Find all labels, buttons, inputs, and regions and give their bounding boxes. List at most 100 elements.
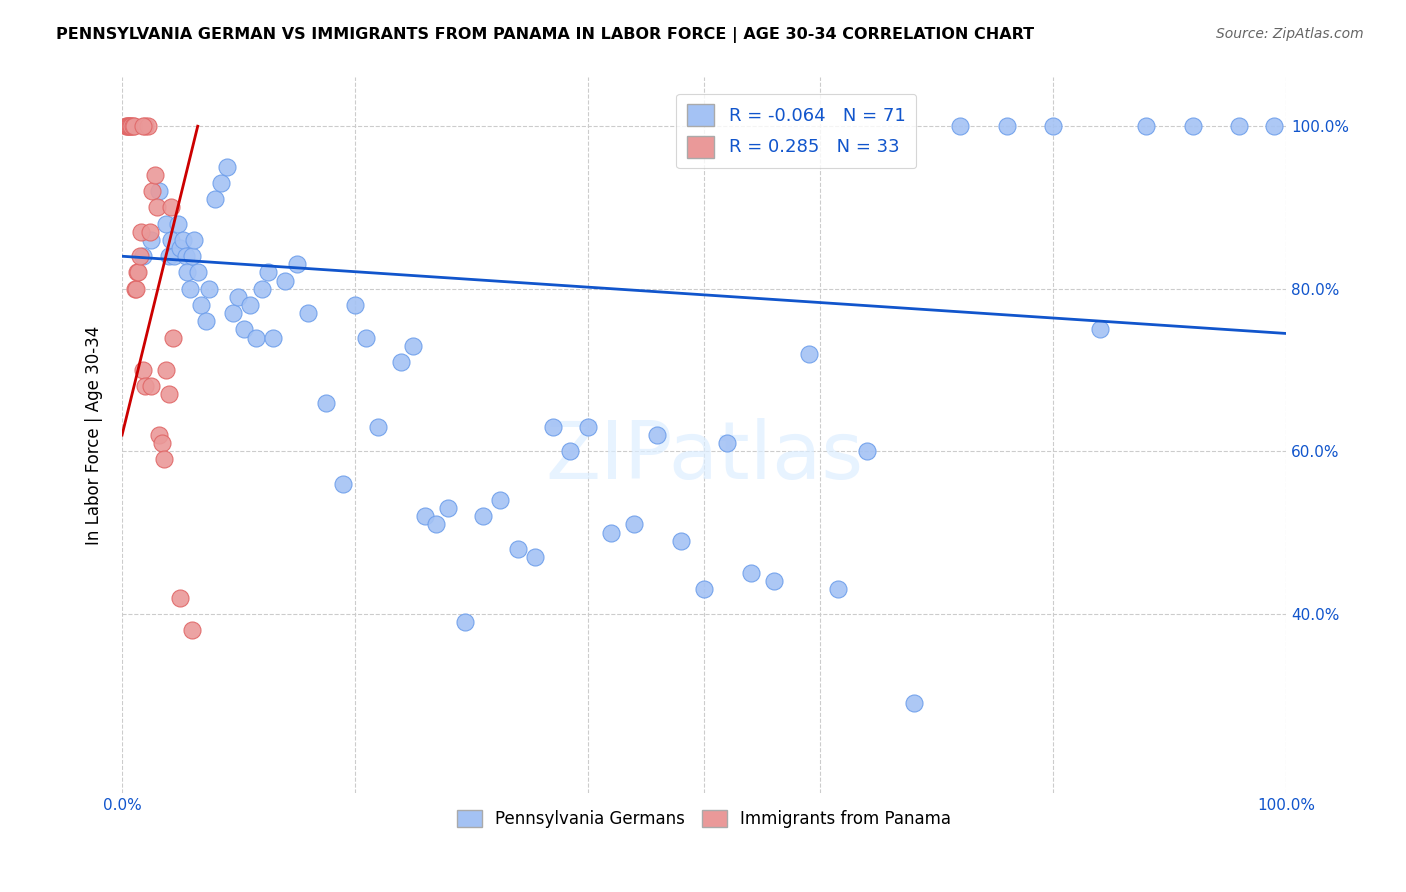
Point [117,119,139,133]
Point [127,265,149,279]
Point [343,298,366,312]
Point [1088,322,1111,336]
Point [489,493,512,508]
Point [132,249,155,263]
Point [221,306,243,320]
Point [163,249,186,263]
Text: Source: ZipAtlas.com: Source: ZipAtlas.com [1216,27,1364,41]
Point [425,517,447,532]
Point [118,119,141,133]
Point [157,387,180,401]
Point [949,119,972,133]
Point [856,444,879,458]
Point [120,119,142,133]
Point [215,160,238,174]
Point [162,330,184,344]
Point [146,201,169,215]
Point [233,322,256,336]
Point [506,541,529,556]
Point [524,549,547,564]
Point [134,119,156,133]
Point [274,274,297,288]
Point [157,249,180,263]
Point [134,379,156,393]
Point [332,476,354,491]
Point [1263,119,1285,133]
Point [669,533,692,548]
Point [389,355,412,369]
Point [454,615,477,629]
Point [132,363,155,377]
Point [297,306,319,320]
Y-axis label: In Labor Force | Age 30-34: In Labor Force | Age 30-34 [86,326,103,545]
Point [180,249,202,263]
Point [128,249,150,263]
Point [115,119,138,133]
Legend: Pennsylvania Germans, Immigrants from Panama: Pennsylvania Germans, Immigrants from Pa… [450,803,957,834]
Point [174,249,197,263]
Point [740,566,762,581]
Point [1229,119,1251,133]
Point [356,330,378,344]
Point [367,420,389,434]
Point [647,428,669,442]
Point [141,233,163,247]
Point [471,509,494,524]
Point [176,265,198,279]
Point [120,119,142,133]
Point [155,217,177,231]
Point [127,265,149,279]
Point [1181,119,1204,133]
Point [576,420,599,434]
Point [262,330,284,344]
Point [693,582,716,597]
Text: ZIPatlas: ZIPatlas [546,417,863,495]
Point [762,574,785,589]
Point [141,184,163,198]
Point [190,298,212,312]
Point [129,225,152,239]
Point [169,591,191,605]
Point [315,395,337,409]
Point [183,233,205,247]
Point [402,338,425,352]
Point [179,282,201,296]
Point [827,582,849,597]
Point [160,201,183,215]
Point [995,119,1018,133]
Point [187,265,209,279]
Point [180,623,202,637]
Point [114,119,136,133]
Point [155,363,177,377]
Point [903,696,925,710]
Point [1042,119,1064,133]
Point [121,119,143,133]
Point [160,233,183,247]
Point [228,290,250,304]
Point [623,517,645,532]
Point [209,176,232,190]
Point [141,379,163,393]
Point [599,525,621,540]
Point [437,501,460,516]
Point [143,168,166,182]
Point [256,265,278,279]
Point [148,184,170,198]
Point [239,298,262,312]
Point [198,282,221,296]
Point [148,428,170,442]
Point [172,233,194,247]
Point [1135,119,1157,133]
Point [194,314,217,328]
Point [122,119,145,133]
Point [204,192,226,206]
Point [150,436,173,450]
Point [285,257,308,271]
Point [413,509,436,524]
Point [153,452,176,467]
Point [716,436,738,450]
Point [132,119,155,133]
Point [541,420,564,434]
Point [797,347,820,361]
Point [167,217,190,231]
